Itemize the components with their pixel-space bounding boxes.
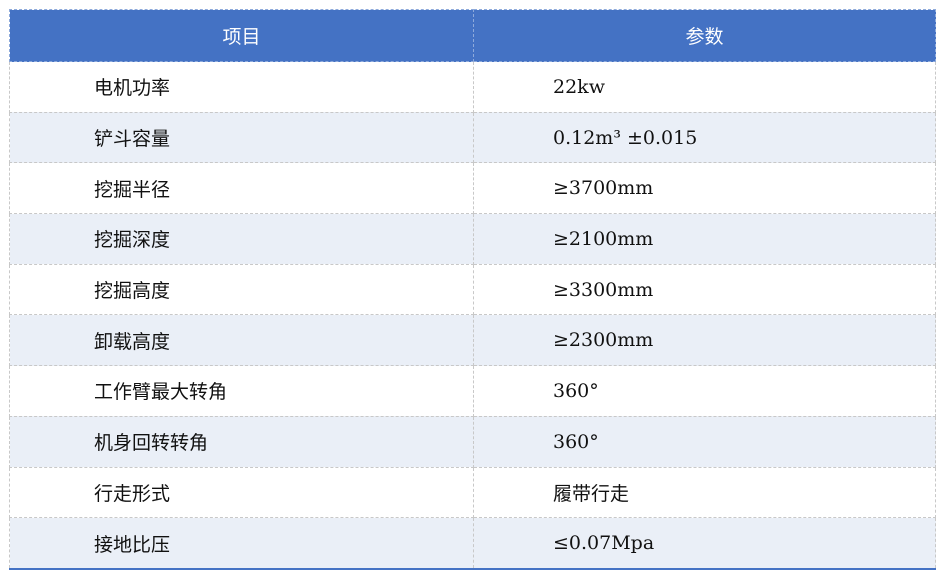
item-cell: 机身回转转角: [9, 415, 474, 468]
item-cell: 行走形式: [9, 466, 474, 519]
parameter-cell: 0.12m³ ±0.015: [473, 111, 936, 164]
header-item: 项目: [9, 9, 474, 62]
item-cell: 挖掘深度: [9, 213, 474, 265]
item-cell: 铲斗容量: [9, 111, 474, 164]
table-row: 电机功率 22kw: [9, 61, 936, 113]
header-row: 项目 参数: [9, 9, 936, 62]
parameter-cell: ≥3700mm: [473, 162, 936, 215]
item-cell: 挖掘半径: [9, 162, 474, 215]
parameter-cell: ≥2300mm: [473, 314, 936, 367]
item-cell: 工作臂最大转角: [9, 365, 474, 417]
item-cell: 卸载高度: [9, 314, 474, 367]
item-cell: 挖掘高度: [9, 263, 474, 316]
table-row: 接地比压 ≤0.07Mpa: [9, 517, 936, 570]
item-cell: 接地比压: [9, 517, 474, 570]
table-row: 挖掘高度 ≥3300mm: [9, 263, 936, 316]
parameter-cell: 履带行走: [473, 466, 936, 519]
parameter-cell: 360°: [473, 415, 936, 468]
item-cell: 电机功率: [9, 61, 474, 113]
parameter-cell: ≤0.07Mpa: [473, 517, 936, 570]
table-row: 铲斗容量 0.12m³ ±0.015: [9, 111, 936, 164]
parameter-cell: 360°: [473, 365, 936, 417]
parameter-cell: ≥3300mm: [473, 263, 936, 316]
parameter-cell: 22kw: [473, 61, 936, 113]
table-row: 挖掘半径 ≥3700mm: [9, 162, 936, 215]
table-row: 工作臂最大转角 360°: [9, 365, 936, 417]
parameter-cell: ≥2100mm: [473, 213, 936, 265]
table-row: 挖掘深度 ≥2100mm: [9, 213, 936, 265]
table-row: 卸载高度 ≥2300mm: [9, 314, 936, 367]
header-parameter: 参数: [473, 9, 936, 62]
table-row: 机身回转转角 360°: [9, 415, 936, 468]
table-row: 行走形式 履带行走: [9, 466, 936, 519]
spec-table: 项目 参数 电机功率 22kw 铲斗容量 0.12m³ ±0.015 挖掘半径 ≥3700…: [9, 9, 936, 570]
